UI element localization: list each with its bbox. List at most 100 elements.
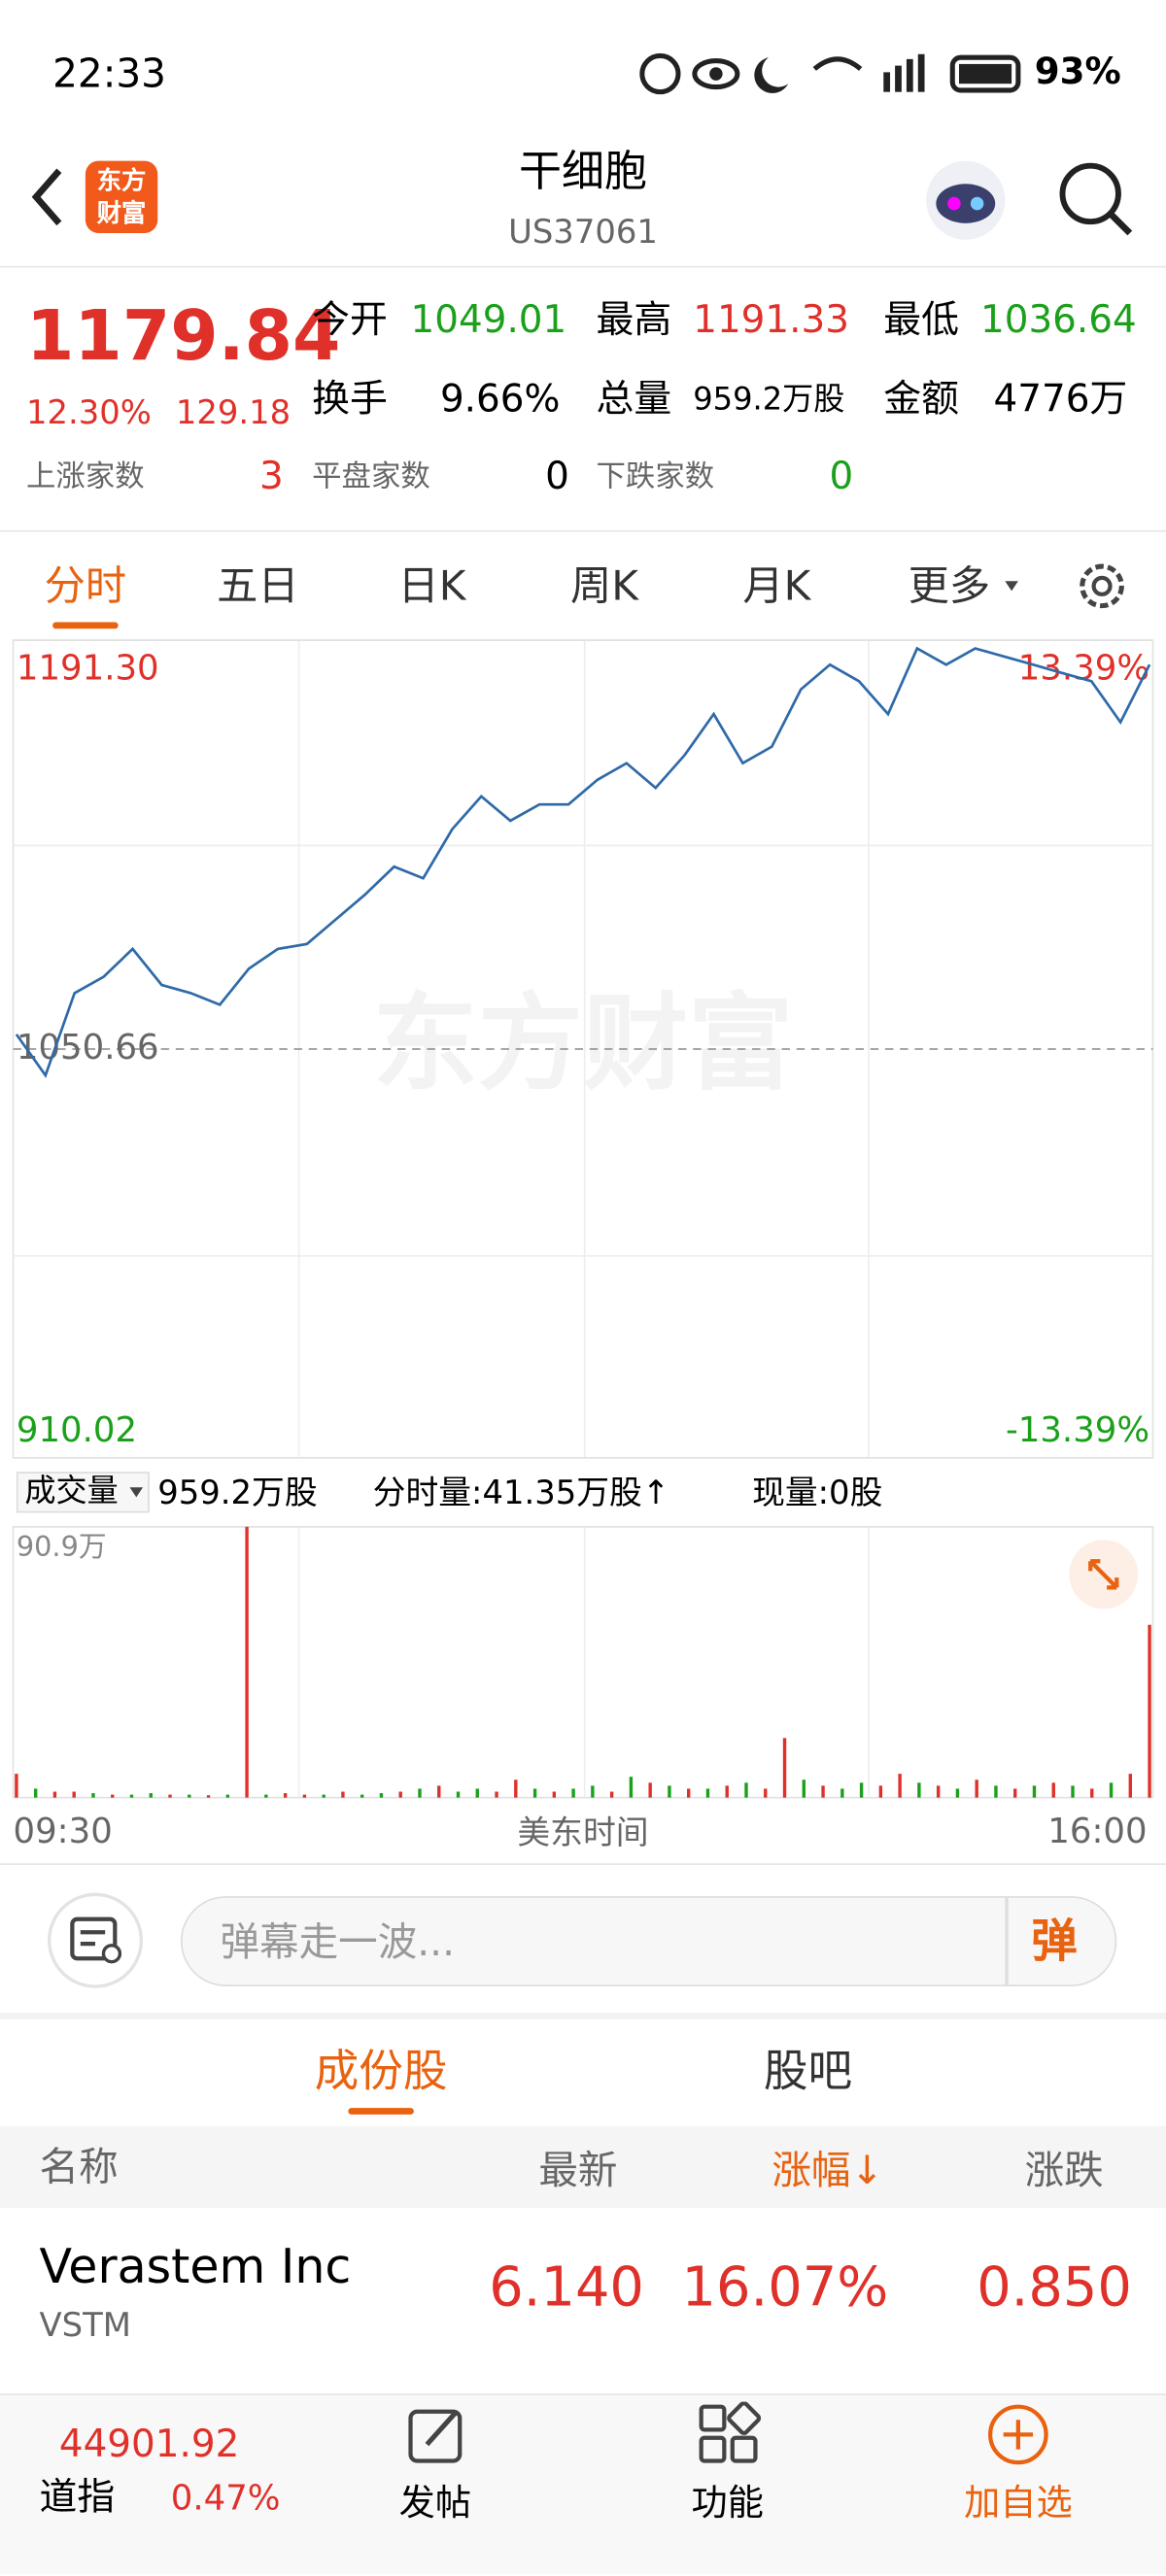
volume-bar <box>225 1794 230 1798</box>
divider <box>1005 1897 1008 1985</box>
volume-bar <box>955 1788 960 1798</box>
stock-symbol: VSTM <box>39 2304 131 2345</box>
chart: 东方财富 1191.30 1050.66 910.02 13.39% -13.39% 90.… <box>12 639 1154 1799</box>
volume-bar <box>1128 1774 1132 1798</box>
section-tab[interactable]: 股吧 <box>763 2046 853 2098</box>
comment-input[interactable] <box>180 1896 1117 1987</box>
chart-tab[interactable]: 日K <box>397 561 466 610</box>
value: 959.2万股 <box>693 381 845 419</box>
y2-tick-label: -13.39% <box>1006 1410 1149 1450</box>
chart-tab[interactable]: 周K <box>569 561 638 610</box>
volume-bar <box>552 1791 557 1798</box>
back-button[interactable] <box>23 164 73 230</box>
volume-bar <box>859 1782 864 1798</box>
volume-bar <box>802 1779 806 1798</box>
separator <box>0 2013 1166 2019</box>
clock: 22:33 <box>52 51 166 97</box>
volume-selector[interactable]: 成交量 <box>16 1472 150 1513</box>
volume-bar <box>725 1785 729 1798</box>
volume-bar <box>1148 1624 1151 1798</box>
label: 平盘家数 <box>312 459 430 494</box>
assistant-avatar[interactable] <box>919 154 1012 247</box>
volume-bar <box>1013 1788 1017 1798</box>
volume-bar <box>206 1795 211 1798</box>
search-button[interactable] <box>1054 157 1137 240</box>
volume-bar <box>72 1791 76 1798</box>
volume-bar <box>398 1791 402 1798</box>
column-header[interactable]: 涨跌 <box>1024 2147 1104 2193</box>
volume-bar <box>264 1794 268 1798</box>
volume-bar <box>495 1791 498 1798</box>
column-header[interactable]: 涨幅↓ <box>772 2147 884 2193</box>
add-icon <box>988 2404 1048 2465</box>
value: 3 <box>259 456 284 498</box>
label: 最高 <box>596 299 672 343</box>
nav-item[interactable]: 功能 <box>691 2484 764 2525</box>
settings-button[interactable] <box>1074 559 1129 614</box>
volume-bar <box>821 1785 825 1798</box>
volume-bar <box>936 1785 941 1798</box>
battery: 93% <box>1034 52 1121 94</box>
nav-item[interactable]: 发帖 <box>398 2484 472 2525</box>
volume-bar <box>687 1788 691 1798</box>
change-pct: 12.30% <box>26 391 152 432</box>
x-label: 09:30 <box>13 1812 113 1851</box>
volume-bar <box>33 1788 38 1798</box>
label: 换手 <box>312 378 388 422</box>
volume-bar <box>475 1788 479 1798</box>
section-tab[interactable]: 成份股 <box>314 2046 448 2098</box>
volume-bar <box>1071 1785 1075 1798</box>
index-name[interactable]: 道指 <box>39 2476 116 2520</box>
logo[interactable]: 东方财富 <box>85 160 158 233</box>
tab-indicator <box>348 2108 414 2115</box>
y-tick-label: 1191.30 <box>17 649 159 689</box>
chart-tab[interactable]: 更多 <box>908 561 991 610</box>
stock-change: 0.850 <box>977 2254 1132 2320</box>
label: 上涨家数 <box>26 459 145 494</box>
value: 0 <box>545 456 569 498</box>
y-tick-label: 90.9万 <box>17 1530 107 1563</box>
y-tick-label: 1050.66 <box>17 1028 159 1068</box>
status-icons <box>639 52 1021 95</box>
watermark: 东方财富 <box>373 982 794 1104</box>
chart-tab[interactable]: 分时 <box>44 561 127 610</box>
tab-indicator <box>52 622 119 629</box>
volume-bar <box>302 1794 307 1798</box>
column-header: 名称 <box>39 2144 119 2190</box>
volume-bar <box>514 1779 518 1798</box>
volume-bar <box>994 1785 998 1798</box>
volume-bar <box>1090 1788 1094 1798</box>
chart-tab[interactable]: 月K <box>742 561 811 610</box>
y-tick-label: 910.02 <box>17 1410 137 1450</box>
nav-item[interactable]: 加自选 <box>964 2484 1073 2525</box>
column-header[interactable]: 最新 <box>538 2147 618 2193</box>
code: US37061 <box>508 212 658 252</box>
stock-name[interactable]: Verastem Inc <box>39 2238 352 2294</box>
volume-bar <box>917 1782 921 1798</box>
index-change: 0.47% <box>170 2478 281 2518</box>
volume-bar <box>609 1791 614 1798</box>
volume-bar <box>129 1794 134 1798</box>
x-label: 美东时间 <box>517 1812 649 1852</box>
expand-button[interactable] <box>1068 1539 1140 1610</box>
plot-frame <box>12 1525 1154 1799</box>
label: 今开 <box>312 299 388 343</box>
volume-bar <box>1032 1785 1037 1798</box>
table-header <box>0 2125 1166 2209</box>
volume-bar <box>878 1785 883 1798</box>
volume-bar <box>379 1793 384 1798</box>
volume-bar <box>1109 1782 1114 1798</box>
x-label: 16:00 <box>1047 1812 1148 1851</box>
value: 1191.33 <box>693 299 849 343</box>
volume-bar <box>418 1788 422 1798</box>
volume-bar <box>245 1526 249 1798</box>
danmaku-button[interactable]: 弹 <box>1031 1914 1078 1969</box>
chart-tab[interactable]: 五日 <box>217 561 299 610</box>
volume-bar <box>91 1793 95 1798</box>
price: 1179.84 <box>26 295 341 377</box>
index-value[interactable]: 44901.92 <box>58 2423 240 2467</box>
total-volume: 959.2万股 <box>157 1473 318 1512</box>
volume-bar <box>52 1791 57 1798</box>
danmaku-settings[interactable] <box>46 1891 144 1989</box>
